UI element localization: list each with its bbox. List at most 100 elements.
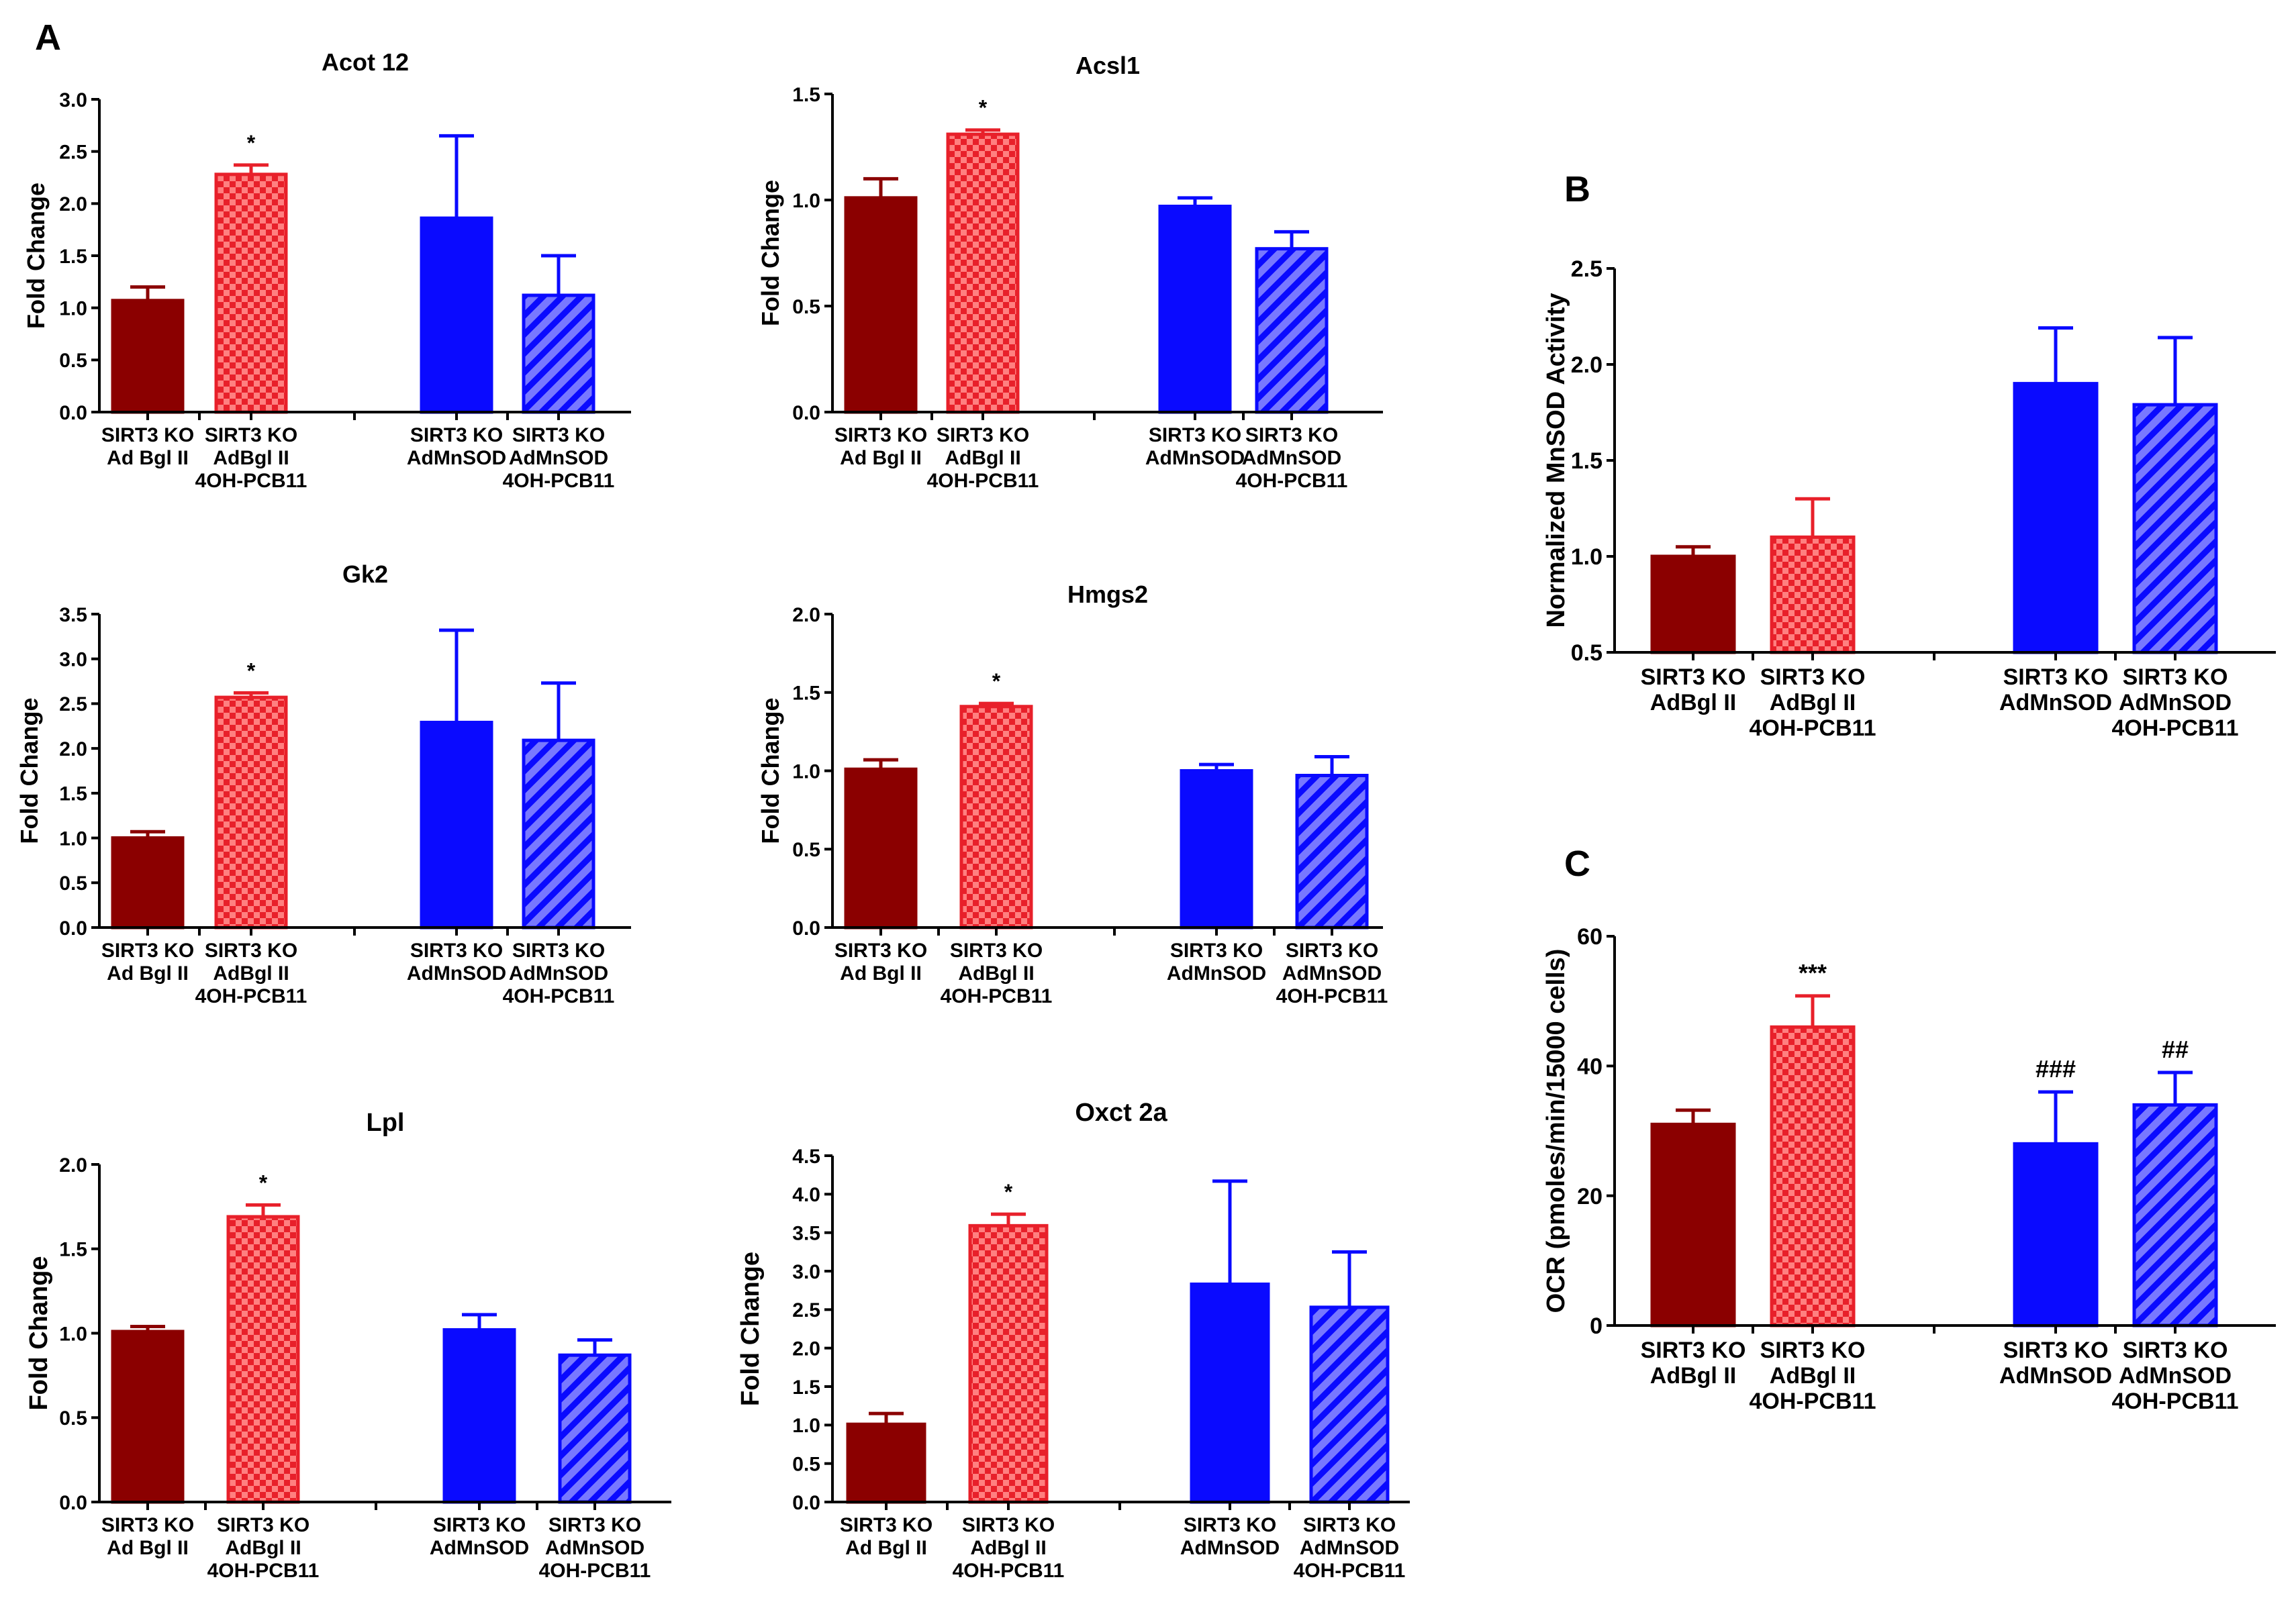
- y-tick-label: 3.5: [792, 1222, 820, 1244]
- x-tick-label: SIRT3 KO: [101, 1514, 194, 1536]
- significance-label: *: [979, 96, 988, 120]
- x-tick-label: 4OH-PCB11: [503, 985, 615, 1007]
- bar: [226, 1215, 300, 1504]
- bar: [420, 720, 493, 930]
- y-tick-label: 0.5: [59, 872, 87, 895]
- bar: [844, 196, 918, 414]
- x-tick-label: AdMnSOD: [1300, 1537, 1399, 1559]
- bar: [214, 172, 288, 414]
- x-tick-label: Ad Bgl II: [840, 447, 922, 469]
- y-tick-label: 2.0: [59, 193, 87, 215]
- chart-title: Gk2: [342, 560, 388, 588]
- x-tick-label: AdMnSOD: [1242, 447, 1341, 469]
- significance-label: ###: [2036, 1055, 2076, 1083]
- y-tick-label: 0.5: [792, 1453, 820, 1475]
- y-tick-label: 2.5: [59, 693, 87, 715]
- y-tick-label: 3.0: [59, 89, 87, 111]
- bar: [968, 1223, 1049, 1504]
- x-tick-label: SIRT3 KO: [512, 424, 605, 446]
- bar: [959, 705, 1033, 930]
- x-tick-label: SIRT3 KO: [512, 940, 605, 962]
- x-tick-label: SIRT3 KO: [1245, 424, 1338, 446]
- x-tick-label: 4OH-PCB11: [1236, 470, 1348, 492]
- y-tick-label: 2.5: [1571, 256, 1603, 282]
- x-tick-label: AdMnSOD: [1999, 690, 2112, 715]
- bar: [420, 216, 493, 414]
- significance-label: *: [1004, 1180, 1013, 1204]
- y-tick-label: 0.5: [59, 350, 87, 372]
- y-tick-label: 0.5: [59, 1407, 87, 1430]
- y-tick-label: 1.0: [59, 828, 87, 850]
- y-tick-label: 4.5: [792, 1146, 820, 1168]
- x-tick-label: 4OH-PCB11: [2112, 715, 2239, 741]
- x-tick-label: AdBgl II: [225, 1537, 301, 1559]
- y-axis-label: Fold Change: [25, 1256, 53, 1410]
- x-tick-label: SIRT3 KO: [101, 424, 194, 446]
- x-tick-label: SIRT3 KO: [1149, 424, 1241, 446]
- y-tick-label: 1.5: [59, 1239, 87, 1261]
- x-tick-label: 4OH-PCB11: [953, 1560, 1065, 1582]
- x-tick-label: SIRT3 KO: [962, 1514, 1055, 1536]
- x-tick-label: AdBgl II: [958, 962, 1034, 985]
- x-tick-label: Ad Bgl II: [845, 1537, 927, 1559]
- y-tick-label: 3.0: [59, 649, 87, 671]
- bar: [1309, 1305, 1390, 1504]
- x-tick-label: SIRT3 KO: [1641, 1338, 1746, 1363]
- x-tick-label: SIRT3 KO: [2003, 1338, 2109, 1363]
- x-tick-label: SIRT3 KO: [433, 1514, 526, 1536]
- chart-ocr: OCR (pmoles/min/15000 cells)SIRT3 KOAdBg…: [1542, 924, 2276, 1414]
- bar: [442, 1328, 516, 1504]
- x-tick-label: AdMnSOD: [407, 962, 506, 985]
- x-tick-label: AdMnSOD: [1282, 962, 1382, 985]
- y-tick-label: 0: [1590, 1313, 1603, 1339]
- y-axis-label: Fold Change: [22, 183, 50, 329]
- y-tick-label: 60: [1577, 924, 1603, 950]
- significance-label: *: [992, 669, 1001, 693]
- bar: [2013, 1142, 2099, 1328]
- x-tick-label: Ad Bgl II: [840, 962, 922, 985]
- x-tick-label: SIRT3 KO: [101, 940, 194, 962]
- significance-label: *: [247, 131, 256, 155]
- x-tick-label: Ad Bgl II: [107, 447, 189, 469]
- y-tick-label: 0.5: [792, 296, 820, 318]
- panel-label-a: A: [35, 17, 61, 58]
- chart-title: Oxct 2a: [1075, 1099, 1167, 1127]
- bar: [1650, 1122, 1736, 1328]
- y-axis-label: Fold Change: [15, 698, 43, 844]
- y-tick-label: 2.0: [792, 1338, 820, 1360]
- y-tick-label: 4.0: [792, 1184, 820, 1206]
- significance-label: *: [247, 658, 256, 683]
- panel-label-b: B: [1564, 169, 1590, 209]
- bar: [1295, 774, 1369, 930]
- significance-label: ***: [1799, 959, 1827, 987]
- bar: [1158, 204, 1232, 414]
- chart-title: Acot 12: [322, 48, 409, 76]
- bar: [214, 695, 288, 930]
- chart-title: Lpl: [367, 1109, 405, 1137]
- x-tick-label: 4OH-PCB11: [539, 1560, 651, 1582]
- bar: [2013, 382, 2099, 654]
- x-tick-label: SIRT3 KO: [2123, 664, 2228, 690]
- y-tick-label: 1.5: [792, 1377, 820, 1399]
- y-tick-label: 0.0: [59, 917, 87, 940]
- x-tick-label: 4OH-PCB11: [1294, 1560, 1406, 1582]
- y-tick-label: 1.5: [59, 246, 87, 268]
- x-tick-label: 4OH-PCB11: [1276, 985, 1388, 1007]
- x-tick-label: SIRT3 KO: [410, 940, 503, 962]
- y-tick-label: 1.5: [792, 84, 820, 106]
- x-tick-label: SIRT3 KO: [2003, 664, 2109, 690]
- bar: [946, 132, 1020, 414]
- y-tick-label: 3.5: [59, 604, 87, 626]
- x-tick-label: AdBgl II: [970, 1537, 1046, 1559]
- y-tick-label: 1.5: [792, 683, 820, 705]
- y-tick-label: 1.0: [792, 760, 820, 783]
- chart-title: Acsl1: [1075, 52, 1140, 79]
- y-axis-label: Fold Change: [757, 698, 784, 844]
